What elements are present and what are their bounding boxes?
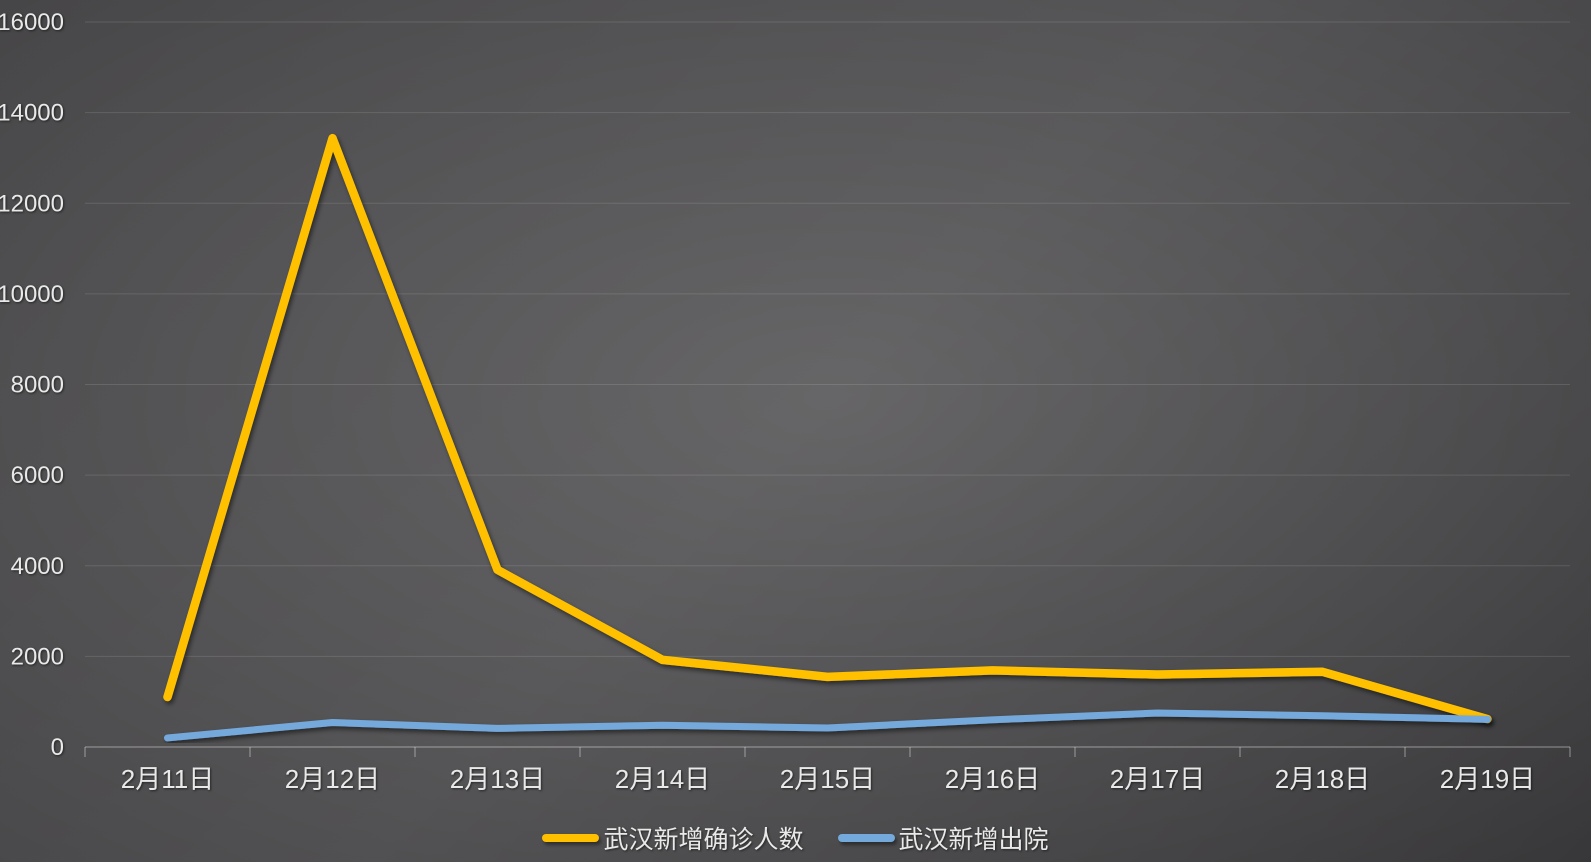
legend-swatch-confirmed [542,834,600,842]
series-line-discharged[interactable] [164,709,1491,742]
x-axis-tick-label: 2月11日 [121,764,214,794]
y-axis-tick-label: 10000 [0,281,64,308]
y-axis-tick-label: 16000 [0,9,64,36]
x-axis-tick-label: 2月16日 [945,764,1040,794]
series-line-confirmed[interactable] [163,133,1492,724]
legend-label-discharged: 武汉新增出院 [898,826,1049,854]
axes [84,746,1571,757]
x-axis-tick-label: 2月19日 [1440,764,1535,794]
y-axis-tick-label: 6000 [11,462,64,489]
y-axis-tick-label: 0 [51,734,64,761]
legend-label-confirmed: 武汉新增确诊人数 [603,826,804,854]
legend-swatch-discharged [837,834,895,842]
x-axis-tick-label: 2月18日 [1275,764,1370,794]
y-axis-tick-label: 8000 [11,372,64,399]
legend-item-discharged[interactable]: 武汉新增出院 [837,820,1049,856]
y-axis-tick-label: 4000 [11,553,64,580]
gridlines [85,21,1570,657]
x-axis-tick-label: 2月13日 [450,764,545,794]
legend-item-confirmed[interactable]: 武汉新增确诊人数 [542,820,804,856]
x-axis-tick-label: 2月15日 [780,764,875,794]
series-lines [163,133,1492,742]
legend: 武汉新增确诊人数 武汉新增出院 [0,820,1591,856]
y-axis-tick-label: 2000 [11,643,64,670]
y-axis-tick-label: 14000 [0,100,64,127]
x-axis-labels: 2月11日 2月12日 2月13日 2月14日 2月15日 2月16日 2月17日 2月18日… [121,764,1535,794]
y-axis-labels: 0 2000 4000 6000 8000 10000 12000 14000 16000 [0,9,64,761]
x-axis-tick-label: 2月14日 [615,764,710,794]
y-axis-tick-label: 12000 [0,190,64,217]
x-axis-tick-label: 2月17日 [1110,764,1205,794]
x-axis-tick-label: 2月12日 [285,764,380,794]
